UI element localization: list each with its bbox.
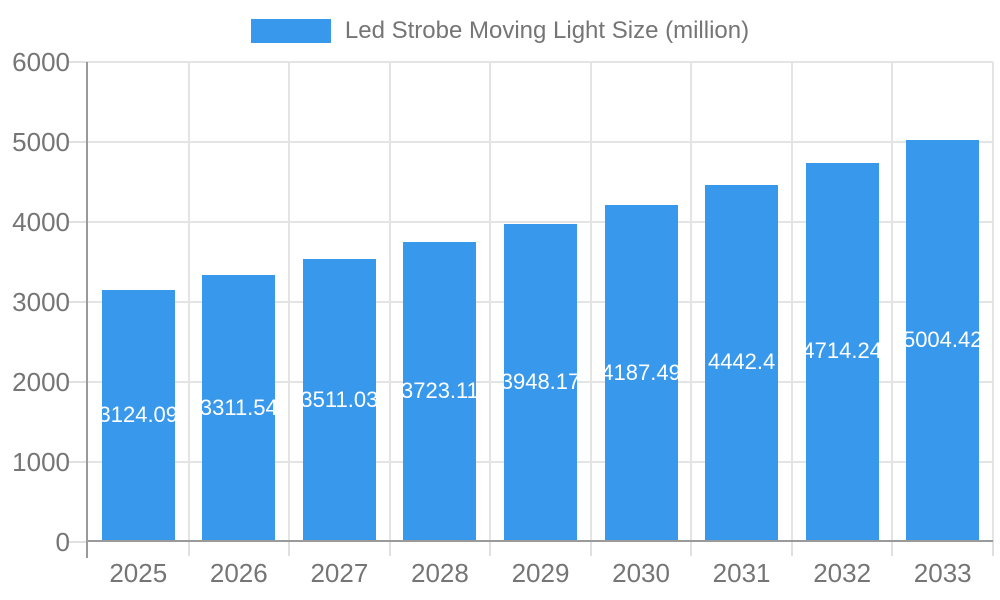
y-axis-tick	[69, 141, 88, 143]
x-axis-tick	[589, 542, 592, 556]
y-axis-tick	[69, 221, 88, 223]
v-gridline	[489, 62, 492, 542]
x-axis-label: 2030	[612, 558, 670, 588]
v-gridline	[388, 62, 391, 542]
h-gridline	[88, 221, 993, 223]
bar-value-label: 4714.24	[805, 338, 879, 364]
x-axis-tick	[388, 542, 391, 556]
x-axis-tick	[891, 542, 894, 556]
bar-value-label: 3124.09	[101, 402, 175, 428]
y-axis-label: 1000	[12, 447, 70, 477]
bar-value-label: 5004.42	[906, 326, 980, 352]
v-gridline	[589, 62, 592, 542]
v-gridline	[790, 62, 793, 542]
x-axis-label: 2033	[913, 558, 972, 588]
bar-value-label: 4442.4	[707, 349, 776, 375]
y-axis-label: 5000	[12, 127, 70, 157]
bar-value-label: 3948.17	[504, 369, 577, 395]
bar[interactable]: 3124.09	[101, 290, 175, 540]
h-gridline	[88, 61, 993, 63]
chart-legend[interactable]: Led Strobe Moving Light Size (million)	[0, 17, 1000, 45]
x-axis-tick	[489, 542, 492, 556]
x-axis-tick	[992, 542, 994, 556]
bar[interactable]: 5004.42	[906, 139, 980, 540]
x-axis-label: 2027	[310, 558, 369, 588]
x-axis-label: 2028	[411, 558, 469, 588]
legend-swatch-icon	[250, 19, 331, 43]
y-axis-tick	[69, 461, 88, 463]
y-axis-tick	[69, 541, 88, 543]
v-gridline	[891, 62, 894, 542]
h-gridline	[88, 141, 993, 143]
y-axis-label: 3000	[12, 287, 70, 317]
x-axis-line	[88, 540, 993, 542]
x-axis-tick	[187, 542, 190, 556]
y-axis-label: 2000	[12, 367, 70, 397]
bar-value-label: 3511.03	[302, 386, 376, 412]
x-axis-label: 2025	[109, 558, 168, 588]
bar[interactable]: 4714.24	[805, 162, 879, 540]
x-axis-label: 2029	[511, 558, 570, 588]
bar[interactable]: 3723.11	[403, 242, 477, 540]
y-axis-label: 4000	[12, 207, 70, 237]
y-axis-label: 6000	[12, 47, 70, 77]
legend-label: Led Strobe Moving Light Size (million)	[344, 17, 750, 44]
v-gridline	[288, 62, 291, 542]
y-axis-tick	[69, 301, 88, 303]
bar-value-label: 3311.54	[202, 394, 276, 420]
y-axis-line	[86, 62, 88, 558]
bar[interactable]: 4187.49	[604, 205, 678, 540]
v-gridline	[690, 62, 693, 542]
x-axis-tick	[690, 542, 693, 556]
bar[interactable]: 4442.4	[705, 184, 779, 540]
v-gridline	[187, 62, 190, 542]
x-axis-label: 2032	[813, 558, 872, 588]
bar-value-label: 4187.49	[604, 359, 678, 385]
x-axis-label: 2031	[712, 558, 771, 588]
x-axis-tick	[288, 542, 291, 556]
x-axis-tick	[790, 542, 793, 556]
v-gridline	[992, 62, 994, 542]
y-axis-label: 0	[55, 527, 70, 557]
plot-area: 3124.09 3311.54 3511.03 3723.11 3948.17 4187.…	[69, 61, 994, 558]
y-axis-tick	[69, 61, 88, 63]
bar[interactable]: 3948.17	[504, 224, 577, 540]
x-axis-label: 2026	[209, 558, 268, 588]
bar[interactable]: 3311.54	[202, 275, 276, 540]
bar-value-label: 3723.11	[403, 378, 477, 404]
y-axis-tick	[69, 381, 88, 383]
bar[interactable]: 3511.03	[302, 259, 376, 540]
